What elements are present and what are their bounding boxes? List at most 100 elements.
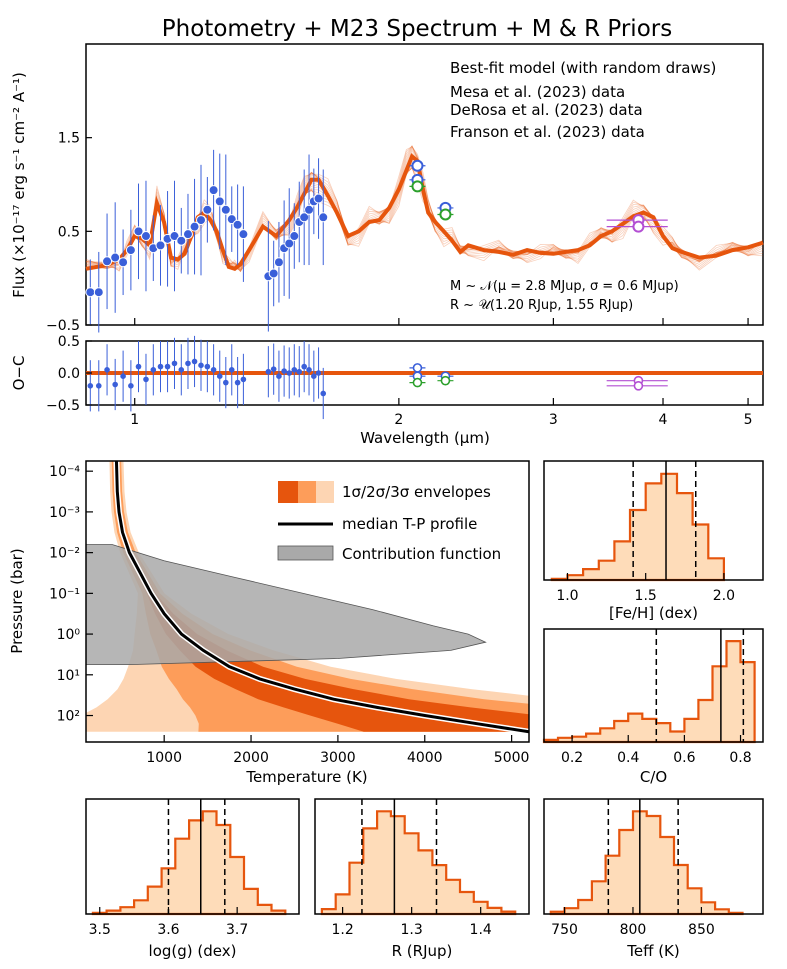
- pressure-tick-label: 10²: [57, 709, 80, 725]
- sigma1-envelope: [114, 461, 529, 732]
- legend-mesa: Mesa et al. (2023) data: [450, 83, 625, 101]
- mesa-point: [238, 229, 249, 240]
- residual-mesa-point: [120, 373, 126, 380]
- residual-mesa-point: [216, 373, 223, 380]
- radius-histogram: 1.2 1.3 1.4 R (RJup): [314, 798, 530, 960]
- legend-derosa: DeRosa et al. (2023) data: [450, 101, 643, 119]
- histogram-tick-label: 1.3: [401, 922, 423, 938]
- residual-mesa-point: [265, 368, 272, 375]
- mesa-point: [125, 245, 136, 256]
- residual-mesa-point: [104, 367, 110, 373]
- residual-mesa-point: [191, 358, 198, 365]
- mesa-point: [208, 185, 219, 196]
- wavelength-tick-label: 2: [394, 412, 403, 428]
- derosa-point: [439, 208, 452, 221]
- residual-derosa-point: [440, 375, 451, 386]
- residual-mesa-point: [171, 360, 178, 367]
- legend-envelopes: 1σ/2σ/3σ envelopes: [342, 483, 491, 501]
- teff-histogram: 750 800 850 Teff (K): [543, 798, 764, 960]
- pressure-tick-label: 10⁻¹: [49, 586, 80, 602]
- histogram-bars: [320, 810, 517, 916]
- residual-mesa-point: [185, 360, 191, 367]
- residual-mesa-point: [228, 367, 235, 373]
- co-histogram: 0.2 0.4 0.6 0.8 C/O: [542, 628, 764, 786]
- mesa-point: [214, 196, 225, 207]
- histogram-x-label: R (RJup): [392, 942, 453, 960]
- wavelength-tick-label: 5: [744, 412, 753, 428]
- pressure-tick-label: 10⁻²: [49, 546, 80, 562]
- residual-mesa-point: [210, 367, 217, 373]
- residual-mesa-point: [143, 376, 149, 383]
- mesa-point: [118, 257, 129, 268]
- tp-profile-panel: 1σ/2σ/3σ envelopes median T-P profile Co…: [8, 460, 530, 786]
- mesa-point: [110, 252, 121, 263]
- mesa-point: [176, 235, 187, 246]
- histogram-tick-label: 3.7: [226, 922, 248, 938]
- mesa-point: [268, 268, 279, 279]
- radius-prior-text: R ~ 𝒰(1.20 RJup, 1.55 RJup): [450, 298, 633, 313]
- wavelength-x-ticks: 1 2 3 4 5: [130, 318, 753, 428]
- mesa-point: [304, 204, 315, 215]
- temperature-tick-label: 4000: [407, 750, 443, 766]
- mesa-point: [289, 231, 300, 242]
- mass-prior-text: M ~ 𝒩(μ = 2.8 MJup, σ = 0.6 MJup): [450, 279, 679, 294]
- mesa-point: [196, 215, 207, 226]
- mesa-point: [102, 256, 113, 267]
- wavelength-tick-label: 1: [130, 412, 139, 428]
- histogram-tick-label: 1.4: [470, 922, 492, 938]
- residual-mesa-point: [135, 363, 142, 370]
- spectrum-panel: 1.5 0.5 −0.5 Best-fit model (with random d…: [10, 43, 764, 334]
- residual-mesa-point: [150, 367, 157, 373]
- mesa-point: [202, 204, 213, 215]
- temperature-ticks: 1000 2000 3000 4000 5000: [146, 735, 529, 766]
- legend-swatch-sigma2: [298, 481, 316, 503]
- histogram-x-label: log(g) (dex): [149, 942, 237, 960]
- spectrum-data-points: [85, 149, 668, 333]
- residual-mesa-point: [240, 376, 247, 383]
- pressure-tick-label: 10⁰: [57, 627, 81, 643]
- mesa-point: [182, 229, 193, 240]
- legend-median: median T-P profile: [342, 515, 477, 533]
- histogram-x-label: C/O: [640, 768, 667, 786]
- median-tp-profile: [114, 461, 529, 734]
- residual-mesa-point: [112, 381, 118, 388]
- franson-point: [632, 220, 645, 233]
- residual-franson-point: [633, 380, 644, 391]
- histogram-bars: [550, 472, 725, 582]
- mesa-point: [313, 193, 324, 204]
- pressure-tick-label: 10¹: [57, 668, 80, 684]
- mesa-point: [411, 159, 424, 172]
- legend-swatch-contribution: [277, 545, 334, 561]
- residual-derosa-point: [412, 377, 423, 388]
- histogram-frame: [543, 460, 764, 581]
- histogram-bars: [549, 810, 744, 916]
- residual-mesa-point: [412, 363, 423, 373]
- histogram-x-label: [Fe/H] (dex): [609, 604, 698, 622]
- wavelength-tick-label: 4: [659, 412, 668, 428]
- spectrum-y-tick-label: −0.5: [46, 318, 80, 334]
- histogram-tick-label: 0.2: [561, 750, 583, 766]
- histogram-frame: [543, 628, 764, 743]
- mesa-point: [220, 204, 231, 215]
- residual-mesa-point: [320, 390, 327, 397]
- temperature-tick-label: 5000: [494, 750, 530, 766]
- legend-franson: Franson et al. (2023) data: [450, 123, 645, 141]
- legend-swatch-sigma3: [316, 481, 334, 503]
- histogram-tick-label: 1.0: [556, 588, 578, 604]
- spectrum-y-tick-label: 1.5: [58, 131, 80, 147]
- mesa-point: [85, 287, 96, 298]
- spectrum-y-label: Flux (×10⁻¹⁷ erg s⁻¹ cm⁻² A⁻¹): [10, 72, 28, 298]
- residual-mesa-point: [95, 383, 102, 389]
- residual-mesa-point: [301, 363, 307, 370]
- logg-histogram: 3.5 3.6 3.7 log(g) (dex): [85, 798, 300, 960]
- legend-contribution: Contribution function: [342, 545, 501, 563]
- residual-mesa-point: [157, 363, 164, 370]
- temperature-tick-label: 1000: [146, 750, 182, 766]
- residual-mesa-point: [87, 383, 94, 389]
- histogram-tick-label: 800: [620, 922, 647, 938]
- residual-y-tick-label: 0.5: [58, 334, 80, 350]
- histogram-tick-label: 850: [688, 922, 715, 938]
- residual-y-label: O−C: [10, 356, 28, 391]
- mesa-point: [284, 238, 295, 249]
